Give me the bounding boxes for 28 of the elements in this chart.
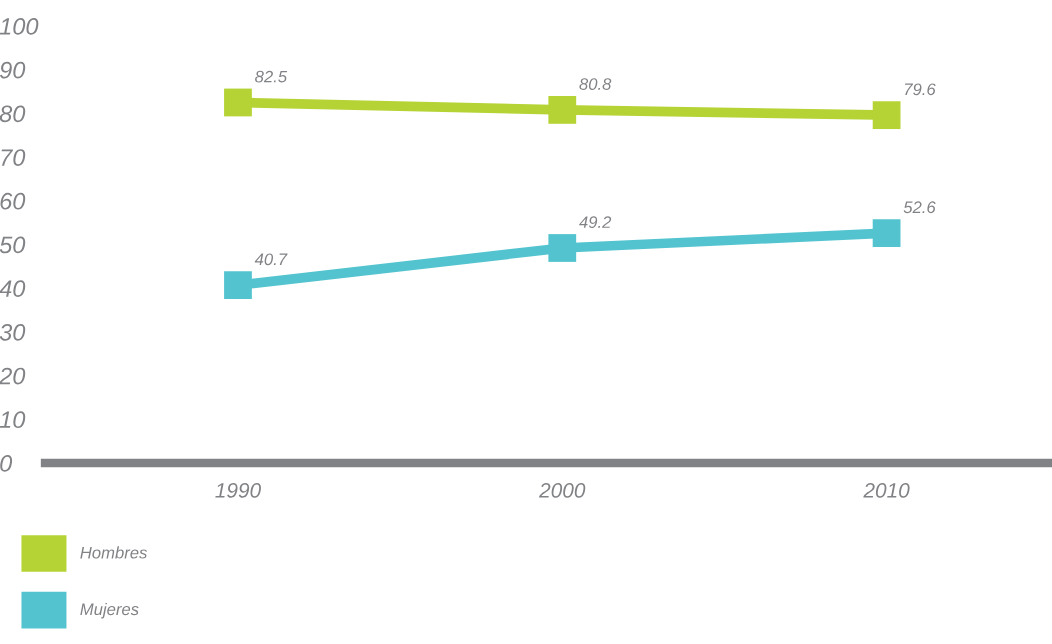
y-tick-label: 80	[0, 105, 26, 123]
point	[224, 271, 252, 300]
data-label: 40.7	[254, 253, 288, 266]
y-tick-label: 40	[0, 280, 26, 297]
point	[872, 219, 901, 248]
y-tick-label: 10	[0, 411, 26, 429]
x-tick-label: 1990	[215, 482, 261, 498]
data-label: 82.5	[255, 70, 288, 83]
data-label: 52.6	[903, 201, 936, 214]
legend-label: Hombres	[80, 546, 148, 559]
x-tick-label: 2010	[863, 482, 910, 498]
y-tick-label: 0	[0, 455, 13, 472]
y-tick-label: 90	[0, 61, 26, 79]
y-tick-label: 30	[0, 323, 26, 341]
point	[224, 88, 252, 117]
y-tick-label: 100	[0, 18, 39, 35]
y-tick-label: 20	[0, 367, 26, 385]
y-tick-label: 70	[1, 149, 26, 166]
y-tick-label: 50	[0, 236, 26, 254]
x-tick-label: 2000	[538, 482, 586, 498]
y-tick-label: 60	[0, 192, 26, 210]
legend-label: Mujeres	[80, 602, 139, 619]
data-label: 79.6	[904, 83, 936, 96]
point	[548, 234, 577, 262]
point	[548, 96, 577, 124]
point	[872, 101, 901, 130]
data-label: 49.2	[579, 216, 612, 229]
data-label: 80.8	[579, 78, 612, 90]
